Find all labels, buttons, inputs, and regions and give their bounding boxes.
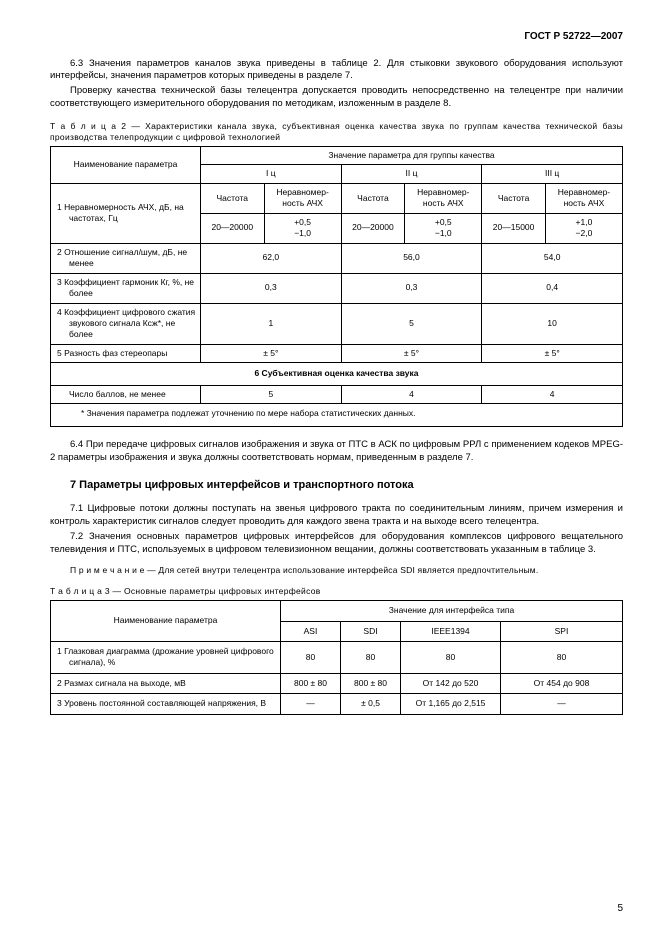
cell: —	[501, 694, 623, 714]
cell: 54,0	[482, 243, 623, 273]
t3-c4: SPI	[501, 621, 623, 641]
cell: ± 5°	[201, 344, 342, 362]
cell: 4	[482, 385, 623, 403]
cell: 1	[201, 303, 342, 344]
cell: Частота	[201, 183, 265, 213]
page-number: 5	[617, 903, 623, 914]
para-7-1: 7.1 Цифровые потоки должны поступать на …	[50, 503, 623, 529]
cell: 62,0	[201, 243, 342, 273]
cell: +0,5 −1,0	[264, 213, 341, 243]
cell: 80	[341, 641, 401, 673]
section-7-heading: 7 Параметры цифровых интерфейсов и транс…	[70, 478, 623, 493]
cell: 4	[341, 385, 482, 403]
cell: 56,0	[341, 243, 482, 273]
cell: 5	[341, 303, 482, 344]
t2-r1: 1 Неравномерность АЧХ, дБ, на частотах, …	[51, 183, 201, 243]
t2-r4: 4 Коэффициент цифрового сжатия звукового…	[51, 303, 201, 344]
t2-r6: Число баллов, не менее	[51, 385, 201, 403]
t3-r2: 2 Размах сигнала на выходе, мВ	[51, 673, 281, 693]
t3-r1: 1 Глазковая диаграмма (дрожание уровней …	[51, 641, 281, 673]
t3-h-val: Значение для интерфейса типа	[281, 601, 623, 621]
t3-c3: IEEE1394	[401, 621, 501, 641]
t2-foot: * Значения параметра подлежат уточнению …	[51, 404, 623, 426]
para-6-3a: 6.3 Значения параметров каналов звука пр…	[50, 58, 623, 84]
t2-g2: II ц	[341, 165, 482, 183]
cell: 80	[281, 641, 341, 673]
t2-h-param: Наименование параметра	[51, 146, 201, 183]
cell: 0,3	[341, 273, 482, 303]
cell: 80	[401, 641, 501, 673]
cell: 0,3	[201, 273, 342, 303]
cell: ± 5°	[341, 344, 482, 362]
cell: 5	[201, 385, 342, 403]
para-6-3b: Проверку качества технической базы телец…	[50, 85, 623, 111]
t3-h-param: Наименование параметра	[51, 601, 281, 642]
t2-r5: 5 Разность фаз стереопары	[51, 344, 201, 362]
t2-g3: III ц	[482, 165, 623, 183]
t2-r3: 3 Коэффициент гармоник Кг, %, не более	[51, 273, 201, 303]
cell: От 454 до 908	[501, 673, 623, 693]
t2-sub: 6 Субъективная оценка качества звука	[51, 363, 623, 385]
cell: От 1,165 до 2,515	[401, 694, 501, 714]
t2-r2: 2 Отношение сигнал/шум, дБ, не менее	[51, 243, 201, 273]
cell: 20—20000	[201, 213, 265, 243]
cell: 20—20000	[341, 213, 405, 243]
table-2: Наименование параметра Значение параметр…	[50, 146, 623, 427]
note-7: П р и м е ч а н и е — Для сетей внутри т…	[50, 565, 623, 576]
para-6-4: 6.4 При передаче цифровых сигналов изобр…	[50, 439, 623, 465]
cell: 80	[501, 641, 623, 673]
table2-caption: Т а б л и ц а 2 — Характеристики канала …	[50, 121, 623, 143]
cell: +1,0 −2,0	[545, 213, 622, 243]
cell: +0,5 −1,0	[405, 213, 482, 243]
cell: ± 0,5	[341, 694, 401, 714]
table-3: Наименование параметра Значение для инте…	[50, 600, 623, 715]
t2-g1: I ц	[201, 165, 342, 183]
cell: —	[281, 694, 341, 714]
t3-c1: ASI	[281, 621, 341, 641]
cell: Частота	[482, 183, 546, 213]
para-7-2: 7.2 Значения основных параметров цифровы…	[50, 531, 623, 557]
cell: От 142 до 520	[401, 673, 501, 693]
cell: Частота	[341, 183, 405, 213]
t3-c2: SDI	[341, 621, 401, 641]
cell: Неравномер- ность АЧХ	[545, 183, 622, 213]
cell: 800 ± 80	[281, 673, 341, 693]
cell: 0,4	[482, 273, 623, 303]
document-id: ГОСТ Р 52722—2007	[50, 30, 623, 44]
cell: 800 ± 80	[341, 673, 401, 693]
t3-r3: 3 Уровень постоянной составляющей напряж…	[51, 694, 281, 714]
t2-h-group: Значение параметра для группы качества	[201, 146, 623, 164]
cell: 20—15000	[482, 213, 546, 243]
table3-caption: Т а б л и ц а 3 — Основные параметры циф…	[50, 586, 623, 597]
cell: 10	[482, 303, 623, 344]
cell: ± 5°	[482, 344, 623, 362]
cell: Неравномер- ность АЧХ	[264, 183, 341, 213]
cell: Неравномер- ность АЧХ	[405, 183, 482, 213]
